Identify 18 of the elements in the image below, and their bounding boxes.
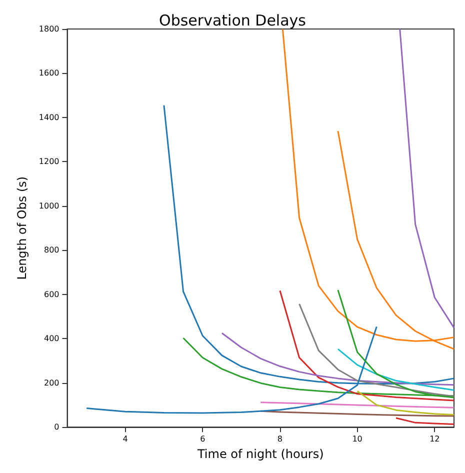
y-tick-label: 1600 (38, 68, 60, 78)
y-tick-label: 1800 (38, 24, 60, 34)
y-tick-label: 600 (44, 290, 60, 299)
y-tick-label: 1200 (38, 157, 60, 166)
x-axis-title: Time of night (hours) (196, 447, 324, 461)
y-tick-label: 1000 (38, 201, 60, 210)
x-tick-label: 6 (200, 434, 206, 444)
y-tick-label: 800 (44, 246, 60, 255)
x-tick-label: 4 (122, 434, 128, 444)
x-tick-label: 12 (430, 434, 440, 444)
chart-title: Observation Delays (159, 12, 306, 30)
y-tick-label: 400 (44, 334, 60, 344)
x-tick-label: 10 (352, 434, 362, 444)
y-axis-title: Length of Obs (s) (15, 176, 29, 280)
x-tick-label: 8 (277, 434, 283, 444)
y-tick-label: 1400 (38, 112, 60, 122)
y-tick-label: 0 (54, 422, 60, 432)
y-tick-label: 200 (44, 378, 60, 388)
